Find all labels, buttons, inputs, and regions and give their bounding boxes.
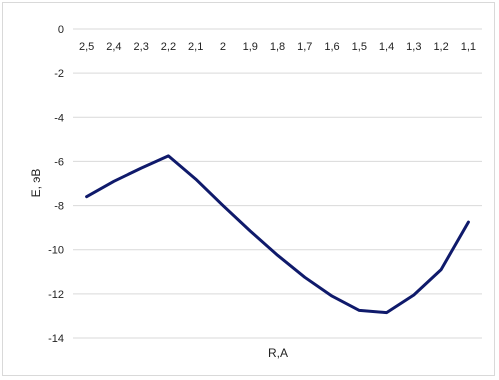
x-tick-label: 1,3	[406, 41, 421, 53]
y-tick-label: -14	[48, 333, 64, 345]
x-tick-label: 2,5	[79, 41, 94, 53]
y-axis-tick-labels: 0 -2 -4 -6 -8 -10 -12 -14	[48, 24, 64, 345]
x-tick-label: 2,4	[106, 41, 121, 53]
y-tick-label: -2	[54, 68, 64, 80]
y-tick-label: -8	[54, 201, 64, 213]
x-tick-label: 1,5	[352, 41, 367, 53]
x-tick-label: 2,2	[161, 41, 176, 53]
series-line	[85, 154, 470, 315]
x-tick-label: 2,1	[188, 41, 203, 53]
gridlines	[73, 28, 482, 339]
x-axis-tick-labels: 2,5 2,4 2,3 2,2 2,1 2 1,9 1,8 1,7 1,6 1,5 1,4 1,3 1,2…	[79, 41, 476, 53]
y-tick-label: 0	[58, 24, 64, 36]
series-lines	[85, 154, 470, 315]
x-tick-label: 1,2	[433, 41, 448, 53]
x-tick-label: 1,6	[324, 41, 339, 53]
x-tick-label: 1,1	[461, 41, 476, 53]
y-tick-label: -6	[54, 156, 64, 168]
y-tick-label: -4	[54, 112, 64, 124]
x-tick-label: 1,8	[270, 41, 285, 53]
x-tick-label: 1,4	[379, 41, 394, 53]
chart-frame	[2, 2, 495, 376]
x-tick-label: 1,9	[243, 41, 258, 53]
y-tick-label: -12	[48, 289, 64, 301]
x-tick-label: 2	[220, 41, 226, 53]
x-tick-label: 2,3	[134, 41, 149, 53]
y-tick-label: -10	[48, 245, 64, 257]
x-tick-label: 1,7	[297, 41, 312, 53]
x-axis-title: R,A	[268, 346, 288, 360]
y-axis-title: E, эВ	[29, 169, 43, 198]
